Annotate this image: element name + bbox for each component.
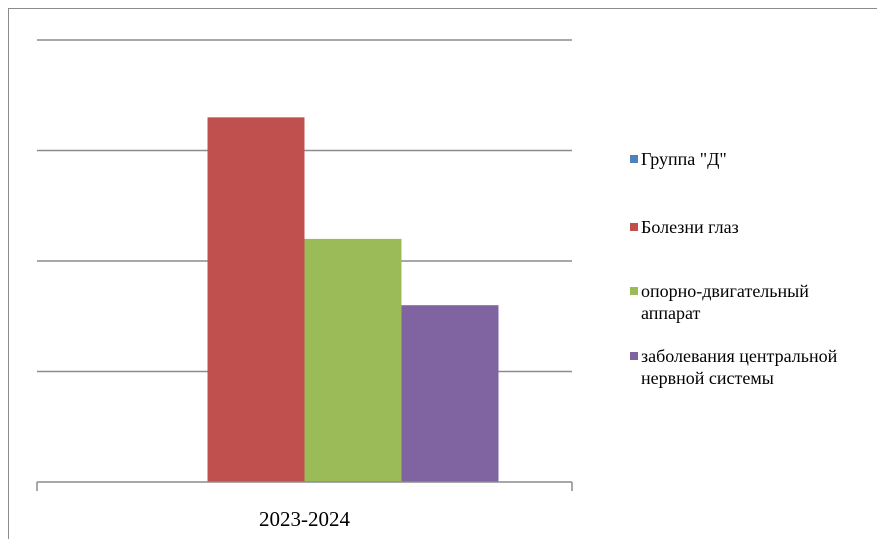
legend-item-eye-diseases: Болезни глаз bbox=[630, 216, 739, 238]
bar-2 bbox=[207, 117, 305, 482]
chart-area-border bbox=[8, 8, 877, 539]
legend-swatch-eye-diseases bbox=[630, 223, 638, 231]
legend-swatch-cns-diseases bbox=[630, 352, 638, 360]
x-tick-labels: 2023-2024 bbox=[259, 507, 350, 531]
bar-4 bbox=[401, 305, 499, 482]
x-tick-label: 2023-2024 bbox=[259, 507, 350, 531]
bar-3 bbox=[304, 238, 402, 482]
legend-item-cns-diseases: заболевания центральной нервной системы bbox=[630, 345, 837, 389]
legend-swatch-group-d bbox=[630, 155, 638, 163]
legend-item-group-d: Группа "Д" bbox=[630, 148, 727, 170]
legend-label-cns-diseases: заболевания центральной нервной системы bbox=[641, 346, 838, 388]
bars bbox=[207, 117, 499, 482]
legend-swatch-musculoskeletal bbox=[630, 287, 638, 295]
legend-item-musculoskeletal: опорно-двигательный аппарат bbox=[630, 280, 809, 324]
legend-label-musculoskeletal: опорно-двигательный аппарат bbox=[641, 281, 809, 323]
legend-label-eye-diseases: Болезни глаз bbox=[641, 217, 739, 237]
legend-label-group-d: Группа "Д" bbox=[641, 149, 727, 169]
x-axis bbox=[36, 481, 573, 491]
